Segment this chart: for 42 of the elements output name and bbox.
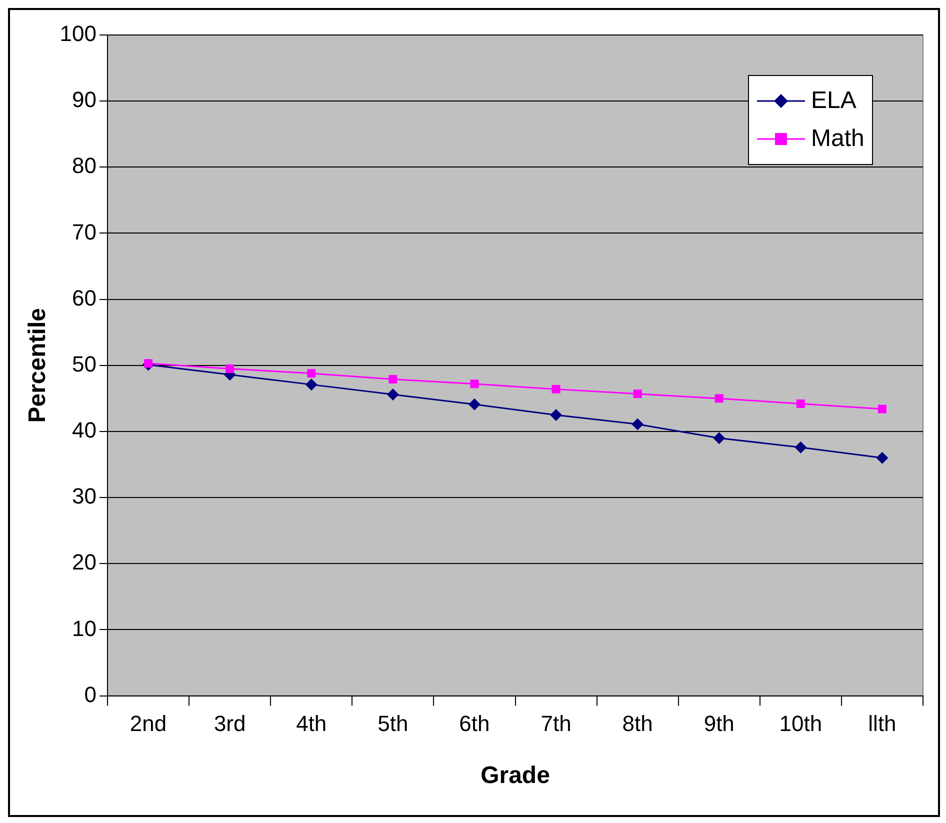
x-tick-label: 4th [296,711,327,736]
legend-label: ELA [811,87,856,115]
point [876,452,888,464]
y-tick-label: 70 [72,219,97,244]
point [468,398,480,410]
point [305,378,318,391]
point [713,432,726,444]
x-tick-label: 6th [459,711,490,736]
x-axis-title: Grade [480,762,550,790]
point [226,364,234,373]
point [632,418,644,430]
point [386,388,399,400]
x-tick-label: 10th [779,711,822,736]
y-tick-label: 90 [72,87,97,112]
y-tick-label: 80 [72,153,97,178]
point [633,390,642,398]
y-tick-label: 0 [84,682,97,707]
point [307,369,316,378]
x-tick-label: 3rd [214,711,246,736]
y-tick-label: 50 [72,351,97,376]
point [550,408,562,421]
y-tick-label: 60 [72,285,97,310]
y-tick-label: 30 [72,484,97,509]
y-axis-title: Percentile [24,308,52,423]
x-tick-label: 2nd [130,711,167,736]
legend-label: Math [811,125,864,153]
y-tick-label: 100 [60,21,97,46]
y-tick-label: 10 [72,616,97,641]
y-tick-label: 40 [72,418,97,443]
x-tick-label: llth [868,711,896,736]
point [470,380,479,388]
x-tick-label: 8th [622,711,653,736]
point [794,441,807,454]
point [388,375,398,384]
point [714,394,724,403]
x-tick-label: 7th [540,711,572,736]
point [552,384,560,394]
y-tick-label: 20 [72,550,97,575]
point [878,404,886,414]
point [796,399,805,408]
x-tick-label: 9th [704,711,734,736]
x-tick-label: 5th [378,711,408,736]
